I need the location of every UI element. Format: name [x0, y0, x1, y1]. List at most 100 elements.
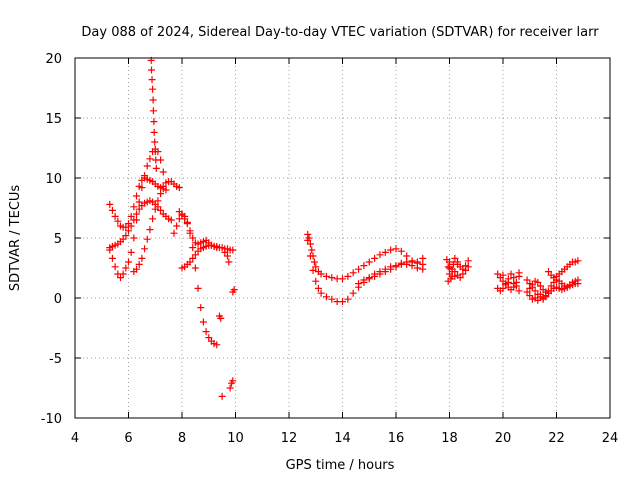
data-point: [197, 304, 205, 312]
x-tick-label: 12: [281, 431, 298, 446]
data-point: [223, 252, 231, 260]
y-tick-label: -10: [41, 412, 62, 427]
data-point: [309, 266, 317, 274]
data-point: [125, 258, 132, 266]
data-point: [306, 240, 314, 248]
data-point: [149, 107, 157, 115]
data-point: [408, 258, 416, 266]
data-point: [547, 282, 555, 290]
data-point: [138, 184, 146, 192]
data-point: [464, 263, 472, 271]
data-point: [108, 206, 116, 214]
series-track-d: [130, 178, 183, 276]
data-point: [127, 248, 135, 256]
data-point: [154, 197, 162, 205]
data-point: [371, 254, 379, 262]
data-point: [344, 295, 352, 303]
data-point: [536, 282, 544, 290]
data-point: [149, 85, 157, 93]
data-point: [150, 118, 158, 126]
series-track-h: [304, 230, 427, 283]
data-point: [191, 251, 199, 259]
data-point: [157, 190, 165, 198]
data-point: [148, 66, 156, 74]
data-point: [312, 277, 320, 285]
data-point: [349, 269, 357, 277]
data-point: [308, 246, 316, 254]
data-point: [175, 215, 183, 223]
data-point: [574, 257, 582, 265]
data-point: [574, 276, 582, 284]
data-point: [392, 245, 400, 253]
chart-title: Day 088 of 2024, Sidereal Day-to-day VTE…: [81, 25, 599, 40]
data-point: [339, 298, 346, 306]
data-point: [381, 248, 389, 256]
data-point: [444, 263, 452, 271]
data-point: [371, 270, 379, 278]
axis-ticks: 4 6 8 10 12 14 16 18 20 22 24 -10 -5 0 5 10 15 20: [41, 52, 619, 446]
data-point: [544, 268, 552, 276]
data-point: [135, 260, 143, 268]
x-tick-label: 4: [71, 431, 79, 446]
series-cluster-18: [443, 254, 472, 285]
data-point: [202, 328, 210, 336]
data-point: [349, 289, 357, 297]
series-track-e: [175, 208, 237, 254]
data-point: [387, 246, 395, 254]
data-point: [143, 162, 151, 170]
data-point: [149, 96, 157, 104]
data-point: [221, 248, 229, 256]
data-point: [116, 274, 124, 282]
data-point: [151, 205, 159, 213]
data-point: [217, 314, 225, 322]
data-point: [499, 271, 507, 279]
data-point: [507, 270, 515, 278]
data-point: [531, 287, 539, 295]
data-point: [494, 284, 502, 292]
data-point: [159, 182, 167, 190]
data-point: [392, 262, 400, 270]
data-point: [310, 258, 318, 266]
data-point: [462, 266, 470, 274]
data-point: [127, 222, 135, 230]
data-point: [365, 274, 373, 282]
y-tick-label: 20: [45, 52, 62, 67]
data-points: [106, 56, 582, 400]
data-point: [387, 263, 395, 271]
data-point: [151, 138, 159, 146]
data-point: [108, 254, 116, 262]
data-point: [125, 227, 132, 235]
data-point: [159, 168, 167, 176]
data-point: [515, 269, 523, 277]
data-point: [218, 392, 226, 400]
data-point: [304, 236, 312, 244]
x-tick-label: 10: [227, 431, 244, 446]
data-point: [133, 210, 141, 218]
grid: [75, 58, 610, 418]
data-point: [317, 289, 325, 297]
data-point: [122, 232, 130, 240]
data-point: [186, 258, 194, 266]
series-track-f: [170, 211, 221, 349]
series-track-g: [178, 241, 221, 272]
data-point: [413, 259, 421, 267]
data-point: [534, 296, 542, 304]
data-point: [536, 290, 544, 298]
data-point: [111, 212, 119, 220]
data-point: [135, 198, 143, 206]
data-point: [130, 203, 138, 211]
data-point: [344, 272, 352, 280]
data-point: [419, 254, 427, 262]
data-point: [534, 278, 542, 286]
data-point: [181, 212, 189, 220]
data-point: [464, 257, 472, 265]
data-point: [403, 252, 411, 260]
data-point: [376, 268, 384, 276]
series-cluster-21-22b: [523, 276, 582, 296]
data-point: [130, 234, 138, 242]
data-point: [526, 284, 534, 292]
data-point: [186, 229, 194, 237]
data-point: [170, 229, 178, 237]
data-point: [151, 148, 159, 156]
